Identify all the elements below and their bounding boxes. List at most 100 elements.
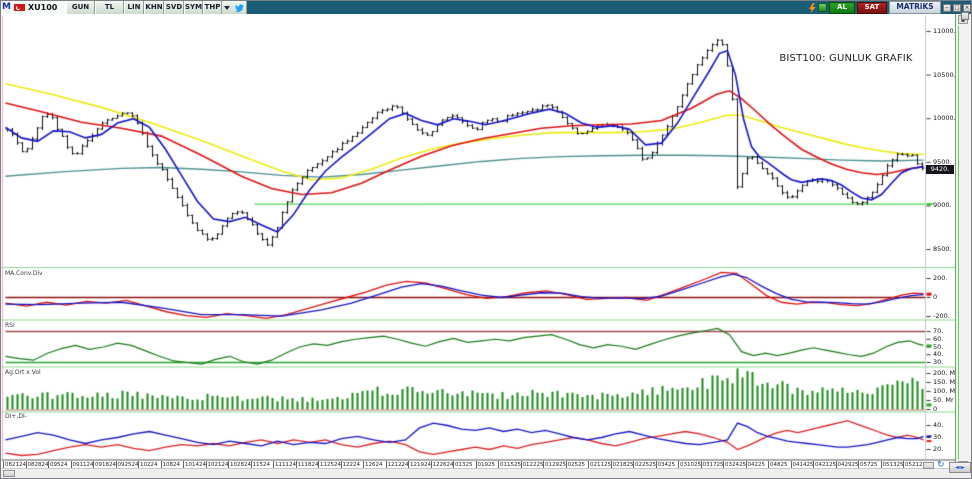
app-logo: M — [1, 1, 12, 14]
turkish-flag-icon — [12, 1, 26, 14]
symbol-label[interactable]: XU100 — [26, 1, 66, 14]
volume-panel-label: Ag.Ort x Vol — [5, 369, 41, 376]
y-tick-label: 60. — [933, 334, 944, 343]
y-tick-label: 40. — [933, 350, 944, 359]
y-tick-label: 10000. — [933, 114, 956, 123]
close-button[interactable]: ✕ — [963, 3, 971, 12]
x-date-label: 032425 — [723, 461, 746, 469]
green-status-icon[interactable] — [818, 3, 827, 12]
y-tick-label: 30. — [933, 358, 944, 366]
scroll-left-button[interactable]: ◄ — [954, 464, 960, 471]
x-date-label: 021825 — [610, 461, 634, 469]
bottom-strip — [1, 468, 971, 478]
x-date-label: 11524 — [250, 461, 270, 469]
y-tick-label: 10500. — [933, 70, 956, 79]
x-date-label: 011525 — [498, 461, 521, 469]
pin-button[interactable] — [961, 12, 969, 20]
x-date-label: 111824 — [295, 461, 319, 469]
y-tick-label: 11000. — [933, 27, 956, 35]
twitter-icon[interactable] — [232, 1, 247, 14]
x-date-label: 05725 — [858, 461, 878, 469]
minimize-button[interactable]: ─ — [943, 3, 951, 12]
x-date-label: 112524 — [318, 461, 341, 469]
x-date-label: 01925 — [475, 461, 495, 469]
sell-button[interactable]: SAT — [857, 1, 887, 14]
di-panel-label: DI+,DI- — [5, 413, 27, 420]
h-scrollbar-end[interactable] — [923, 462, 934, 469]
toolbar-button-sym[interactable]: SYM — [184, 1, 203, 14]
x-date-label: 082824 — [25, 461, 49, 469]
toolbar-button-khn[interactable]: KHN — [144, 1, 164, 14]
y-tick-label: 150. Mr — [933, 378, 958, 386]
toolbar-button-lin[interactable]: LIN — [124, 1, 144, 14]
chevron-down-icon[interactable] — [222, 1, 232, 14]
x-date-label: 10224 — [138, 461, 158, 469]
y-tick-label: 50. — [933, 342, 944, 351]
scroll-right-button[interactable]: ► — [960, 464, 966, 471]
rsi-panel-label: RSI — [5, 322, 15, 329]
refresh-icon[interactable]: ↻ — [937, 460, 945, 470]
h-scrollbar-stub[interactable] — [3, 470, 15, 477]
x-date-label: 04825 — [768, 461, 788, 469]
x-date-label: 091124 — [70, 461, 94, 469]
y-tick-label: 9000. — [933, 201, 952, 210]
chart-toolbar: M XU100 GUN TL LIN KHN SVD SYM THP AL SA… — [1, 1, 971, 14]
restore-button[interactable]: □ — [953, 3, 961, 12]
period-button[interactable]: GUN — [66, 1, 95, 14]
x-date-label: 111124 — [273, 461, 296, 469]
x-date-label: 021125 — [588, 461, 611, 469]
x-date-label: 121924 — [408, 461, 431, 469]
y-tick-label: 100. Mr — [933, 387, 958, 395]
toolbar-right-group: AL SAT MATRiKS ─ □ ✕ — [809, 1, 971, 14]
y-tick-label: 8500. — [933, 245, 952, 253]
y-tick-label: 0 — [933, 405, 938, 413]
chart-title: BIST100: GUNLUK GRAFIK — [779, 53, 913, 64]
macd-panel-label: MA.Conv.Div — [5, 270, 43, 277]
y-tick-label: 20. — [933, 445, 944, 453]
x-date-label: 02525 — [565, 461, 585, 469]
x-date-label: 041425 — [790, 461, 814, 469]
currency-button[interactable]: TL — [95, 1, 124, 14]
scroll-nav-buttons: ◄ ► — [949, 462, 971, 473]
y-tick-label: 50. Mr — [933, 396, 954, 404]
x-date-label: 12624 — [363, 461, 383, 469]
brand-button[interactable]: MATRiKS — [889, 1, 941, 14]
x-date-label: 102824 — [228, 461, 251, 469]
x-date-label: 12224 — [340, 461, 360, 469]
y-tick-label: 70. — [933, 327, 944, 335]
y-tick-label: -200. — [933, 312, 950, 320]
y-tick-label: 200. Mr — [933, 369, 958, 377]
y-tick-label: 200. — [933, 274, 948, 282]
buy-button[interactable]: AL — [829, 1, 855, 14]
x-date-label: 012225 — [520, 461, 544, 469]
lightning-icon[interactable] — [809, 2, 816, 13]
x-date-label: 031725 — [700, 461, 724, 469]
y-tick-label: 0 — [933, 293, 938, 301]
x-date-label: 01325 — [453, 461, 473, 469]
toolbar-left-group: M XU100 GUN TL LIN KHN SVD SYM THP — [1, 1, 247, 14]
toolbar-button-svd[interactable]: SVD — [164, 1, 184, 14]
x-date-label: 121224 — [385, 461, 409, 469]
x-date-label: 031025 — [678, 461, 701, 469]
x-date-label: 092524 — [115, 461, 139, 469]
x-date-label: 03425 — [655, 461, 675, 469]
toolbar-button-thp[interactable]: THP — [203, 1, 222, 14]
x-date-label: 012925 — [543, 461, 566, 469]
x-date-label: 101424 — [183, 461, 206, 469]
x-date-label: 051325 — [880, 461, 904, 469]
x-date-label: 10824 — [160, 461, 180, 469]
x-date-label: 122624 — [430, 461, 454, 469]
x-date-label: 102124 — [205, 461, 229, 469]
y-tick-label: 30. — [933, 433, 944, 441]
x-date-label: 091824 — [93, 461, 116, 469]
x-date-label: 082124 — [3, 461, 26, 469]
x-date-label: 042925 — [835, 461, 859, 469]
y-tick-label: 40. — [933, 421, 944, 429]
x-date-label: 042125 — [813, 461, 836, 469]
vertical-scrollbar[interactable]: ▲ ▼ — [955, 14, 971, 471]
x-date-label: 09524 — [48, 461, 68, 469]
y-tick-label: 9500. — [933, 157, 952, 166]
x-date-label: 022525 — [633, 461, 656, 469]
